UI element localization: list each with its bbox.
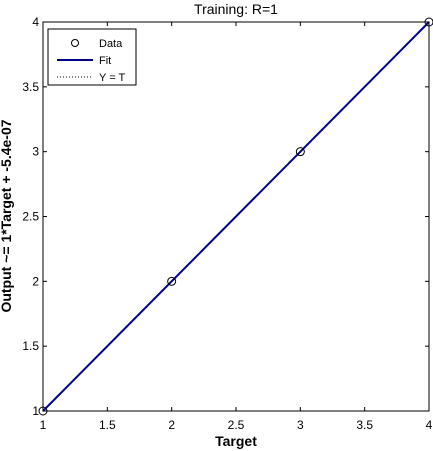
y-tick-label: 3 bbox=[32, 145, 39, 159]
x-tick-label: 3 bbox=[297, 418, 304, 432]
chart-title: Training: R=1 bbox=[194, 1, 278, 17]
x-tick-label: 4 bbox=[426, 418, 433, 432]
legend: Data Fit Y = T bbox=[47, 28, 137, 86]
x-axis-label: Target bbox=[215, 433, 257, 449]
y-tick-label: 4 bbox=[32, 15, 39, 29]
legend-box bbox=[47, 28, 137, 86]
x-tick-label: 1.5 bbox=[99, 418, 116, 432]
axis-ticks bbox=[42, 21, 430, 412]
x-tick-label: 2 bbox=[168, 418, 175, 432]
legend-marker-circle bbox=[71, 39, 79, 47]
fit-line bbox=[42, 21, 430, 412]
data-point bbox=[295, 147, 305, 157]
axis-tick-labels: 1 1.5 2 2.5 3 3.5 4 1 1.5 2 2.5 3 3.5 4 bbox=[22, 15, 432, 432]
y-tick-label: 2 bbox=[32, 274, 39, 288]
x-tick-label: 1 bbox=[40, 418, 47, 432]
legend-label: Y = T bbox=[99, 72, 125, 84]
legend-label: Fit bbox=[99, 55, 111, 67]
legend-label: Data bbox=[99, 38, 123, 50]
plot-frame bbox=[42, 21, 430, 412]
y-tick-label: 3.5 bbox=[22, 80, 39, 94]
y-tick-label: 1.5 bbox=[22, 339, 39, 353]
y-tick-label: 2.5 bbox=[22, 210, 39, 224]
data-point bbox=[167, 276, 177, 286]
y-tick-label: 1 bbox=[32, 404, 39, 418]
y-axis-label: Output ~= 1*Target + -5.4e-07 bbox=[0, 119, 14, 312]
x-tick-label: 3.5 bbox=[356, 418, 373, 432]
x-tick-label: 2.5 bbox=[228, 418, 245, 432]
